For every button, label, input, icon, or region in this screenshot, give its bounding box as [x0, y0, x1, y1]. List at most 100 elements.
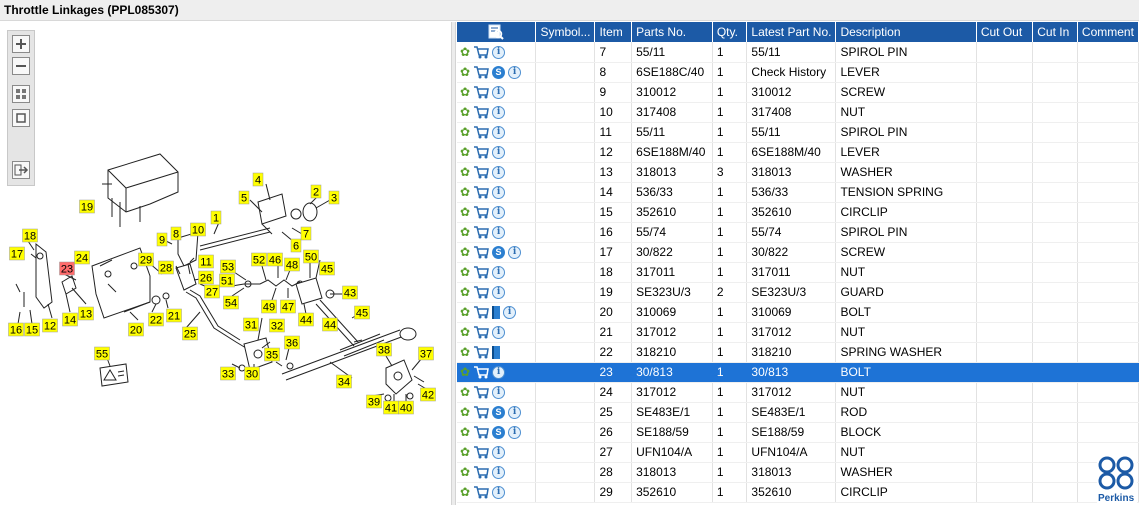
callout-30[interactable]: 30 [244, 366, 260, 381]
callout-54[interactable]: 54 [223, 295, 239, 310]
callout-51[interactable]: 51 [219, 273, 235, 288]
book-icon[interactable] [492, 305, 501, 319]
gear-icon[interactable]: ✿ [460, 165, 471, 180]
table-row[interactable]: ✿ 22 318210 1 318210 SPRING WASHER [457, 342, 1139, 363]
table-row[interactable]: ✿ i 11 55/11 1 55/11 SPIROL PIN [457, 122, 1139, 143]
cart-icon[interactable] [473, 285, 489, 299]
callout-23[interactable]: 23 [59, 261, 75, 276]
actual-size-button[interactable] [12, 109, 30, 127]
exploded-diagram[interactable]: 1 2 3 4 5 6 7 8 9 10 11 12 13 14 15 16 17 18 19 20 21 22 23 24 2… [0, 22, 450, 505]
gear-icon[interactable]: ✿ [460, 485, 471, 500]
gear-icon[interactable]: ✿ [460, 465, 471, 480]
info-icon[interactable]: i [508, 245, 522, 259]
cart-icon[interactable] [473, 105, 489, 119]
cart-icon[interactable] [473, 125, 489, 139]
table-row[interactable]: ✿ i 13 318013 3 318013 WASHER [457, 162, 1139, 183]
cart-icon[interactable] [473, 185, 489, 199]
callout-20[interactable]: 20 [128, 322, 144, 337]
col-comment[interactable]: Comment [1077, 22, 1139, 42]
table-row[interactable]: ✿ i 15 352610 1 352610 CIRCLIP [457, 202, 1139, 223]
callout-14[interactable]: 14 [62, 312, 78, 327]
gear-icon[interactable]: ✿ [460, 145, 471, 160]
supersession-icon[interactable]: S [492, 65, 506, 79]
callout-11[interactable]: 11 [198, 254, 214, 269]
callout-39[interactable]: 39 [366, 394, 382, 409]
table-row[interactable]: ✿ i 29 352610 1 352610 CIRCLIP [457, 482, 1139, 503]
col-cut-out[interactable]: Cut Out [976, 22, 1034, 42]
callout-44[interactable]: 44 [322, 317, 338, 332]
callout-46[interactable]: 46 [267, 252, 283, 267]
callout-29[interactable]: 29 [138, 252, 154, 267]
gear-icon[interactable]: ✿ [460, 85, 471, 100]
info-icon[interactable]: i [492, 105, 506, 119]
callout-48[interactable]: 48 [284, 257, 300, 272]
callout-37[interactable]: 37 [418, 346, 434, 361]
table-row[interactable]: ✿ i 28 318013 1 318013 WASHER [457, 462, 1139, 483]
book-icon[interactable] [492, 345, 501, 359]
col-cut-in[interactable]: Cut In [1032, 22, 1078, 42]
callout-2[interactable]: 2 [310, 184, 322, 199]
callout-47[interactable]: 47 [280, 299, 296, 314]
col-item[interactable]: Item [594, 22, 633, 42]
callout-28[interactable]: 28 [158, 260, 174, 275]
callout-6[interactable]: 6 [290, 238, 302, 253]
gear-icon[interactable]: ✿ [460, 325, 471, 340]
cart-icon[interactable] [473, 325, 489, 339]
callout-32[interactable]: 32 [269, 318, 285, 333]
info-icon[interactable]: i [492, 165, 506, 179]
cart-icon[interactable] [473, 365, 489, 379]
gear-icon[interactable]: ✿ [460, 385, 471, 400]
info-icon[interactable]: i [492, 225, 506, 239]
info-icon[interactable]: i [492, 145, 506, 159]
info-icon[interactable]: i [508, 405, 522, 419]
col-parts-no[interactable]: Parts No. [631, 22, 713, 42]
pane-splitter[interactable] [451, 22, 456, 505]
callout-45[interactable]: 45 [354, 305, 370, 320]
column-chooser[interactable] [457, 22, 537, 42]
cart-icon[interactable] [473, 65, 489, 79]
callout-17[interactable]: 17 [9, 246, 25, 261]
info-icon[interactable]: i [492, 125, 506, 139]
table-row[interactable]: ✿ i 7 55/11 1 55/11 SPIROL PIN [457, 42, 1139, 63]
table-row[interactable]: ✿ i 20 310069 1 310069 BOLT [457, 302, 1139, 323]
zoom-in-button[interactable] [12, 35, 30, 53]
callout-43[interactable]: 43 [342, 285, 358, 300]
col-latest-part[interactable]: Latest Part No. [746, 22, 837, 42]
info-icon[interactable]: i [492, 365, 506, 379]
table-row[interactable]: ✿ i 21 317012 1 317012 NUT [457, 322, 1139, 343]
col-qty[interactable]: Qty. [712, 22, 748, 42]
col-description[interactable]: Description [835, 22, 977, 42]
gear-icon[interactable]: ✿ [460, 425, 471, 440]
callout-42[interactable]: 42 [420, 387, 436, 402]
callout-16[interactable]: 16 [8, 322, 24, 337]
cart-icon[interactable] [473, 465, 489, 479]
cart-icon[interactable] [473, 345, 489, 359]
callout-7[interactable]: 7 [300, 226, 312, 241]
gear-icon[interactable]: ✿ [460, 65, 471, 80]
cart-icon[interactable] [473, 385, 489, 399]
callout-10[interactable]: 10 [190, 222, 206, 237]
callout-45[interactable]: 45 [319, 261, 335, 276]
cart-icon[interactable] [473, 165, 489, 179]
callout-50[interactable]: 50 [303, 249, 319, 264]
info-icon[interactable]: i [492, 465, 506, 479]
export-button[interactable] [12, 161, 30, 179]
table-row[interactable]: ✿ i 14 536/33 1 536/33 TENSION SPRING [457, 182, 1139, 203]
callout-52[interactable]: 52 [251, 252, 267, 267]
zoom-out-button[interactable] [12, 57, 30, 75]
cart-icon[interactable] [473, 305, 489, 319]
callout-3[interactable]: 3 [328, 190, 340, 205]
cart-icon[interactable] [473, 445, 489, 459]
gear-icon[interactable]: ✿ [460, 105, 471, 120]
callout-34[interactable]: 34 [336, 374, 352, 389]
cart-icon[interactable] [473, 265, 489, 279]
callout-4[interactable]: 4 [252, 172, 264, 187]
callout-24[interactable]: 24 [74, 250, 90, 265]
callout-33[interactable]: 33 [220, 366, 236, 381]
gear-icon[interactable]: ✿ [460, 345, 471, 360]
table-row[interactable]: ✿ i 10 317408 1 317408 NUT [457, 102, 1139, 123]
callout-27[interactable]: 27 [204, 284, 220, 299]
supersession-icon[interactable]: S [492, 245, 506, 259]
